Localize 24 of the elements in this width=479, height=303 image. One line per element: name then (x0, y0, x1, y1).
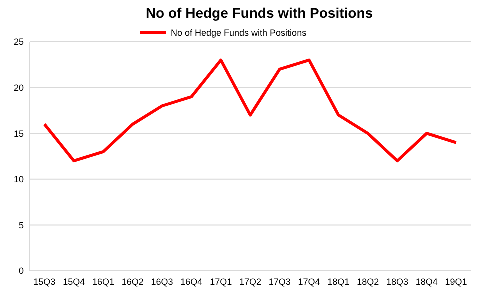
x-tick-label: 18Q1 (328, 277, 350, 287)
x-tick-label: 17Q2 (239, 277, 262, 287)
x-tick-label: 18Q3 (386, 277, 409, 287)
x-tick-label: 16Q4 (180, 277, 203, 287)
x-tick-label: 17Q3 (268, 277, 291, 287)
x-tick-label: 15Q3 (34, 277, 56, 287)
x-tick-label: 17Q1 (210, 277, 232, 287)
x-tick-label: 17Q4 (298, 277, 320, 287)
x-tick-label: 16Q3 (151, 277, 174, 287)
y-tick-label: 10 (14, 174, 24, 185)
y-tick-label: 15 (14, 128, 24, 139)
x-tick-label: 16Q2 (122, 277, 144, 287)
chart-title: No of Hedge Funds with Positions (146, 5, 374, 21)
y-tick-label: 0 (18, 266, 24, 276)
y-tick-label: 25 (14, 37, 24, 48)
line-series (43, 58, 458, 163)
x-tick-label: 18Q4 (416, 277, 438, 287)
legend-label: No of Hedge Funds with Positions (171, 28, 308, 38)
y-tick-label: 20 (14, 82, 24, 93)
x-tick-label: 15Q4 (63, 277, 86, 287)
x-tick-label: 18Q2 (357, 277, 380, 287)
x-tick-label: 16Q1 (92, 277, 115, 287)
x-tick-label: 19Q1 (445, 277, 468, 287)
y-tick-label: 5 (18, 220, 24, 230)
